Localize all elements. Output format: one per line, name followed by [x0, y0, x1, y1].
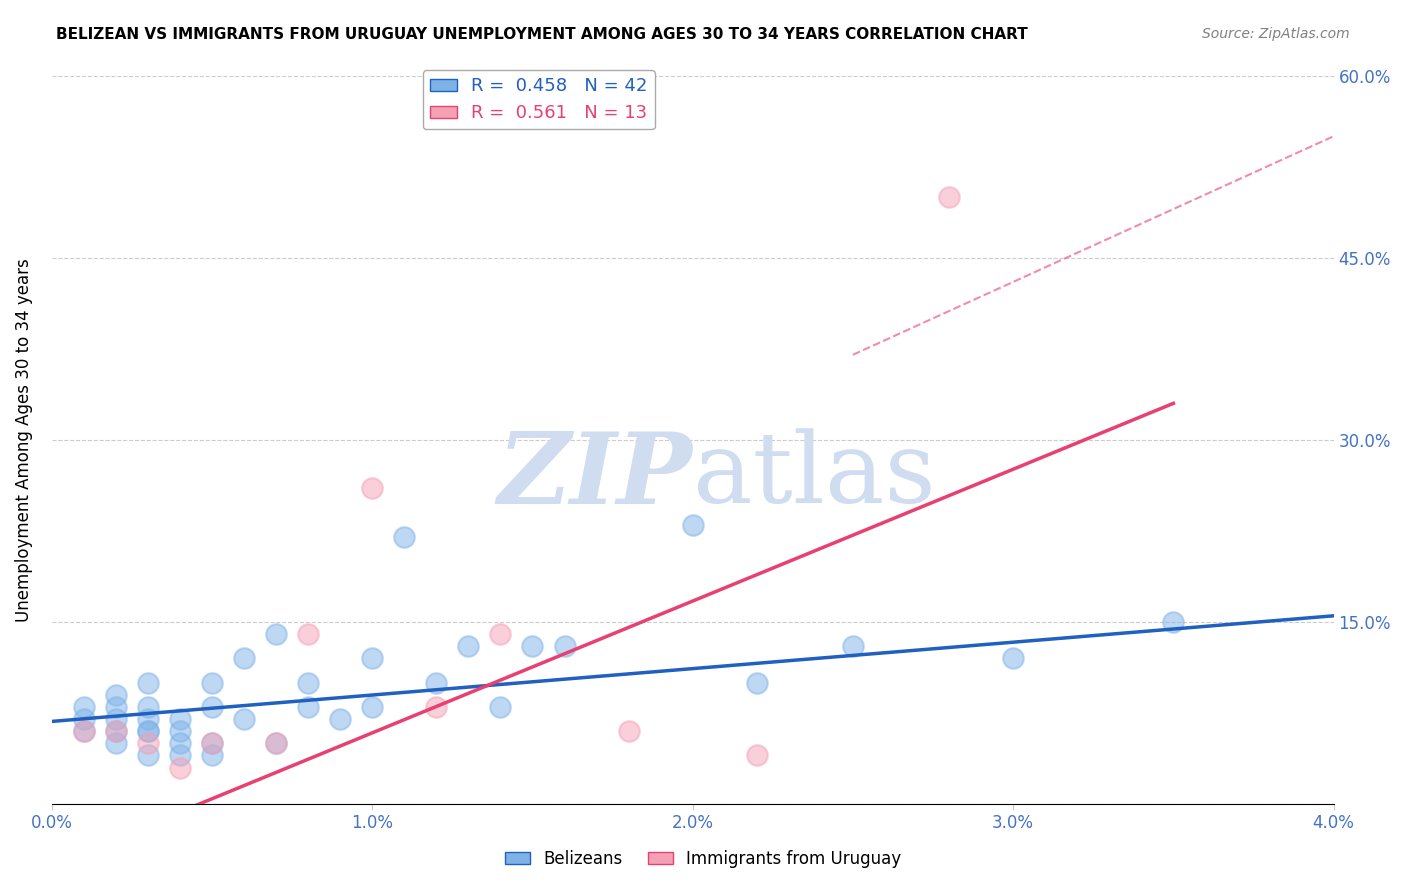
Point — [489, 627, 512, 641]
Point — [73, 724, 96, 739]
Point — [425, 675, 447, 690]
Point — [169, 724, 191, 739]
Point — [1002, 651, 1025, 665]
Point — [104, 724, 127, 739]
Point — [104, 724, 127, 739]
Point — [361, 699, 384, 714]
Point — [938, 190, 960, 204]
Point — [169, 736, 191, 750]
Point — [73, 712, 96, 726]
Point — [425, 699, 447, 714]
Text: BELIZEAN VS IMMIGRANTS FROM URUGUAY UNEMPLOYMENT AMONG AGES 30 TO 34 YEARS CORRE: BELIZEAN VS IMMIGRANTS FROM URUGUAY UNEM… — [56, 27, 1028, 42]
Point — [136, 699, 159, 714]
Point — [201, 675, 224, 690]
Point — [136, 724, 159, 739]
Point — [73, 724, 96, 739]
Point — [489, 699, 512, 714]
Point — [233, 651, 256, 665]
Point — [104, 699, 127, 714]
Point — [297, 627, 319, 641]
Point — [553, 639, 575, 653]
Point — [136, 748, 159, 763]
Point — [169, 748, 191, 763]
Point — [457, 639, 479, 653]
Point — [522, 639, 544, 653]
Text: ZIP: ZIP — [498, 428, 693, 524]
Point — [201, 748, 224, 763]
Text: Source: ZipAtlas.com: Source: ZipAtlas.com — [1202, 27, 1350, 41]
Point — [201, 736, 224, 750]
Point — [842, 639, 865, 653]
Point — [745, 675, 768, 690]
Point — [201, 699, 224, 714]
Point — [201, 736, 224, 750]
Point — [617, 724, 640, 739]
Point — [136, 675, 159, 690]
Point — [136, 724, 159, 739]
Point — [297, 675, 319, 690]
Point — [73, 699, 96, 714]
Point — [361, 651, 384, 665]
Legend: R =  0.458   N = 42, R =  0.561   N = 13: R = 0.458 N = 42, R = 0.561 N = 13 — [423, 70, 655, 129]
Point — [104, 736, 127, 750]
Point — [104, 712, 127, 726]
Point — [169, 712, 191, 726]
Y-axis label: Unemployment Among Ages 30 to 34 years: Unemployment Among Ages 30 to 34 years — [15, 258, 32, 622]
Point — [264, 627, 287, 641]
Point — [169, 760, 191, 774]
Point — [136, 736, 159, 750]
Point — [104, 688, 127, 702]
Point — [297, 699, 319, 714]
Text: atlas: atlas — [693, 428, 935, 524]
Point — [233, 712, 256, 726]
Point — [329, 712, 352, 726]
Point — [745, 748, 768, 763]
Point — [264, 736, 287, 750]
Point — [682, 517, 704, 532]
Point — [394, 530, 416, 544]
Legend: Belizeans, Immigrants from Uruguay: Belizeans, Immigrants from Uruguay — [498, 844, 908, 875]
Point — [264, 736, 287, 750]
Point — [361, 481, 384, 495]
Point — [136, 712, 159, 726]
Point — [1163, 615, 1185, 629]
